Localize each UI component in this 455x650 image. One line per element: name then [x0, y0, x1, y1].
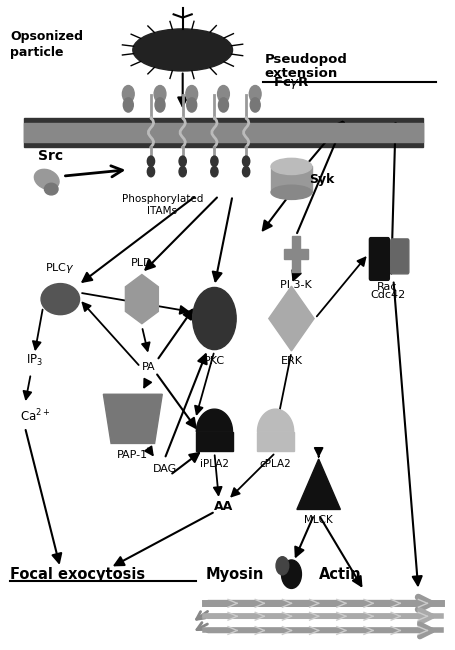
- Bar: [283, 249, 308, 259]
- Ellipse shape: [270, 159, 311, 174]
- Ellipse shape: [44, 183, 58, 195]
- Circle shape: [242, 156, 249, 166]
- Bar: [24, 118, 422, 147]
- Circle shape: [210, 166, 217, 177]
- Text: Actin: Actin: [318, 567, 360, 582]
- Circle shape: [154, 86, 166, 102]
- FancyBboxPatch shape: [390, 239, 408, 274]
- Text: PKC: PKC: [203, 356, 224, 366]
- Polygon shape: [296, 459, 339, 510]
- Bar: [24, 123, 422, 142]
- Text: Myosin: Myosin: [205, 567, 263, 582]
- Text: Ca$^{2+}$: Ca$^{2+}$: [20, 408, 51, 424]
- Circle shape: [217, 86, 229, 102]
- Bar: [257, 432, 293, 451]
- Text: PI 3-K: PI 3-K: [279, 280, 311, 290]
- Circle shape: [155, 98, 165, 112]
- Ellipse shape: [41, 283, 79, 315]
- Ellipse shape: [270, 185, 311, 200]
- Circle shape: [122, 86, 134, 102]
- Text: particle: particle: [10, 46, 64, 59]
- Text: PLC$\gamma$: PLC$\gamma$: [46, 261, 75, 274]
- Text: Opsonized: Opsonized: [10, 30, 83, 43]
- Text: Src: Src: [38, 149, 63, 163]
- Text: Rac: Rac: [376, 282, 397, 293]
- Text: Syk: Syk: [309, 173, 334, 186]
- Circle shape: [281, 560, 301, 588]
- Circle shape: [192, 287, 236, 350]
- Circle shape: [249, 86, 261, 102]
- Circle shape: [218, 98, 228, 112]
- Text: ITAMs: ITAMs: [147, 205, 177, 216]
- Circle shape: [250, 98, 260, 112]
- Text: extension: extension: [264, 68, 337, 81]
- Bar: [270, 166, 311, 192]
- Circle shape: [186, 86, 197, 102]
- FancyBboxPatch shape: [369, 238, 389, 280]
- Circle shape: [147, 166, 154, 177]
- Text: iPLA2: iPLA2: [199, 459, 228, 469]
- Text: AA: AA: [213, 500, 233, 513]
- Text: PA: PA: [142, 362, 155, 372]
- Circle shape: [242, 166, 249, 177]
- Circle shape: [210, 156, 217, 166]
- Circle shape: [179, 156, 186, 166]
- Text: MLCK: MLCK: [303, 515, 332, 525]
- Bar: [292, 236, 299, 272]
- Circle shape: [275, 556, 288, 575]
- Bar: [196, 432, 232, 451]
- Text: PLD: PLD: [131, 258, 152, 268]
- Text: Focal exocytosis: Focal exocytosis: [10, 567, 145, 582]
- Polygon shape: [196, 409, 232, 432]
- Polygon shape: [125, 274, 158, 324]
- Circle shape: [187, 98, 196, 112]
- Polygon shape: [257, 409, 293, 432]
- Text: Fc$\gamma$R: Fc$\gamma$R: [273, 75, 309, 90]
- Ellipse shape: [132, 29, 232, 71]
- Circle shape: [147, 156, 154, 166]
- Text: Cdc42: Cdc42: [369, 290, 404, 300]
- Polygon shape: [103, 395, 162, 443]
- Polygon shape: [268, 286, 313, 351]
- Text: ERK: ERK: [280, 356, 302, 366]
- Circle shape: [123, 98, 133, 112]
- Ellipse shape: [34, 170, 59, 189]
- Text: IP$_3$: IP$_3$: [26, 353, 43, 368]
- Text: Phosphorylated: Phosphorylated: [121, 194, 202, 204]
- Text: DAG: DAG: [152, 463, 176, 474]
- Text: Pseudopod: Pseudopod: [264, 53, 346, 66]
- Circle shape: [179, 166, 186, 177]
- Text: PAP-1: PAP-1: [117, 450, 148, 460]
- Text: cPLA2: cPLA2: [259, 459, 291, 469]
